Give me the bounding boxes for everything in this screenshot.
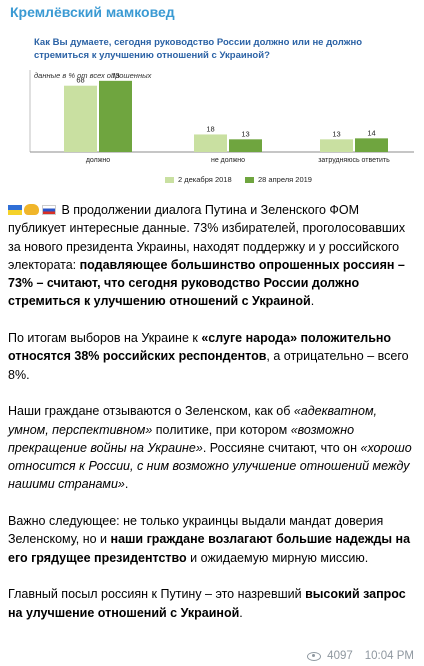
poll-chart-image[interactable]: Как Вы думаете, сегодня руководство Росс… [0, 28, 424, 193]
legend-swatch-0 [165, 176, 174, 183]
russia-flag-icon [42, 205, 56, 215]
chart-question: Как Вы думаете, сегодня руководство Росс… [34, 37, 363, 61]
data-label-2-0: 13 [332, 129, 340, 138]
legend-label-0: 2 декабря 2018 [178, 175, 232, 184]
legend-item-0: 2 декабря 2018 [165, 175, 232, 184]
message-paragraph-4: Важно следующее: не только украинцы выда… [8, 514, 411, 565]
legend-item-1: 28 апреля 2019 [245, 175, 312, 184]
category-label-1: не должно [211, 157, 245, 164]
message-paragraph-1: В продолжении диалога Путина и Зеленског… [8, 203, 406, 309]
bar-1-0 [194, 134, 227, 152]
eye-icon [307, 651, 322, 661]
channel-title[interactable]: Кремлёвский мамковед [10, 4, 175, 20]
message-time: 10:04 PM [364, 650, 414, 662]
ukraine-flag-icon [8, 205, 22, 215]
bar-2-1 [355, 138, 388, 152]
handshake-icon [24, 204, 39, 215]
data-label-1-0: 18 [206, 124, 214, 133]
chart-legend: 2 декабря 2018 28 апреля 2019 [0, 175, 424, 189]
message-footer: 4097 10:04 PM [307, 650, 414, 662]
bar-0-1 [99, 80, 132, 152]
data-label-2-1: 14 [367, 128, 375, 137]
bar-2-0 [320, 139, 353, 152]
legend-swatch-1 [245, 176, 254, 183]
message-paragraph-2: По итогам выборов на Украине к «слуге на… [8, 331, 409, 382]
legend-label-1: 28 апреля 2019 [258, 175, 312, 184]
bar-1-1 [229, 139, 262, 152]
data-label-1-1: 13 [241, 129, 249, 138]
bar-chart: 68 73 должно 18 13 не должно 13 14 затрудняюсь о… [29, 70, 414, 164]
chart-subtitle: данные в % от всех опрошенных [34, 71, 152, 80]
message-text: В продолжении диалога Путина и Зеленског… [8, 201, 420, 640]
message-paragraph-5: Главный посыл россиян к Путину – это наз… [8, 587, 406, 620]
data-label-0-0: 68 [76, 76, 84, 85]
category-label-0: должно [86, 157, 110, 164]
bar-0-0 [64, 85, 97, 152]
view-count: 4097 [327, 650, 353, 662]
category-label-2: затрудняюсь ответить [318, 157, 390, 164]
message-paragraph-3: Наши граждане отзываются о Зеленском, ка… [8, 404, 412, 492]
data-label-0-1: 73 [111, 71, 119, 80]
